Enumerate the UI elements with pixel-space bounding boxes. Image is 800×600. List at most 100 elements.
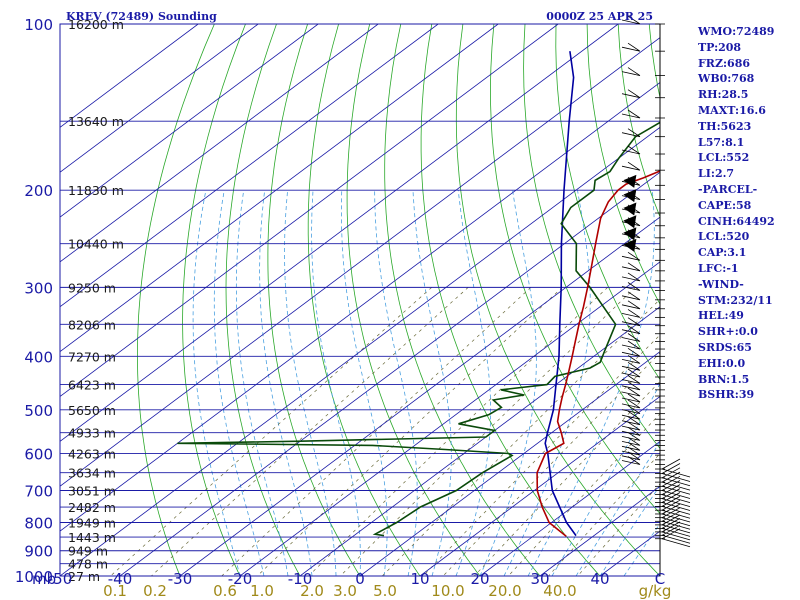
wind-barb	[621, 272, 641, 282]
stat-item: SRDS:65	[698, 340, 752, 354]
height-label: 27 m	[68, 569, 100, 584]
background-grid	[60, 24, 800, 576]
height-label: 7270 m	[68, 349, 116, 364]
stat-item: LCL:552	[698, 151, 750, 165]
mixing-ratio-line	[508, 413, 660, 576]
mixing-ratio-line	[577, 483, 660, 576]
mixing-ratio-label: 5.0	[373, 582, 397, 600]
dry-adiabat	[346, 24, 481, 576]
wind-barb	[621, 333, 641, 342]
moist-adiabat	[192, 190, 241, 576]
wind-barb	[621, 109, 641, 119]
pressure-tick-label: 800	[24, 515, 53, 533]
wind-barb	[661, 528, 691, 548]
isotherm	[60, 126, 660, 576]
wind-pennant	[623, 215, 637, 229]
stat-item: LCL:520	[698, 230, 750, 244]
temperature-tick-label: -30	[168, 570, 193, 588]
wind-barb	[621, 375, 641, 384]
moist-adiabat	[412, 190, 452, 576]
mixing-ratio-line	[340, 287, 636, 576]
temperature-tick-label: 20	[470, 570, 489, 588]
isotherm	[479, 440, 660, 576]
wind-barb	[621, 456, 641, 465]
stat-item: STM:232/11	[698, 293, 773, 307]
pressure-tick-label: 400	[24, 348, 53, 366]
isotherm	[179, 216, 660, 576]
isotherm	[299, 306, 660, 576]
wind-barb	[621, 399, 641, 409]
moist-adiabat	[235, 190, 289, 576]
height-label: 1443 m	[68, 530, 116, 545]
wind-pennant	[623, 202, 637, 216]
pressure-tick-label: 300	[24, 279, 53, 297]
temperature-tick-label: -20	[228, 570, 253, 588]
moist-adiabat	[259, 190, 313, 576]
isotherm	[60, 24, 199, 128]
pressure-tick-label: 900	[24, 543, 53, 561]
wind-barb	[621, 416, 641, 426]
stat-item: CINH:64492	[698, 214, 775, 228]
isotherms	[60, 24, 660, 576]
mixing-ratio-label: 1.0	[250, 582, 274, 600]
isotherm	[60, 24, 619, 442]
height-label: 6423 m	[68, 378, 116, 393]
stat-item: CAPE:58	[698, 198, 752, 212]
isotherm	[60, 24, 559, 398]
pressure-tick-label: 500	[24, 402, 53, 420]
moist-adiabat	[341, 190, 388, 576]
wind-barb	[621, 340, 641, 350]
wind-barb	[621, 89, 641, 99]
parcel-trace	[544, 51, 577, 537]
mixing-ratio-label: g/kg	[639, 582, 672, 600]
height-label: 11830 m	[68, 183, 124, 198]
height-label: 5650 m	[68, 403, 116, 418]
wind-barb	[621, 432, 641, 441]
stat-item: RH:28.5	[698, 88, 749, 102]
wind-barb	[621, 347, 641, 357]
temperature-tick-label: 0	[355, 570, 365, 588]
wind-barb	[621, 300, 641, 310]
height-label: 16200 m	[68, 17, 124, 32]
stat-item: L57:8.1	[698, 135, 745, 149]
mixing-ratio-lines	[110, 287, 660, 576]
stat-item: TP:208	[698, 40, 742, 54]
wind-barb	[621, 67, 641, 76]
temperature-tick-label: -50	[48, 570, 73, 588]
mixing-ratio-label: 20.0	[488, 582, 521, 600]
isotherm	[60, 24, 319, 218]
mixing-ratio-label: 0.1	[103, 582, 127, 600]
mixing-ratio-label: 0.6	[213, 582, 237, 600]
height-label: 8206 m	[68, 317, 116, 332]
isotherm	[239, 261, 660, 576]
pressure-tick-label: 200	[24, 182, 53, 200]
stat-item: -PARCEL-	[698, 182, 758, 196]
pressure-tick-label: 1000	[15, 568, 53, 586]
wind-barb	[621, 446, 641, 456]
dry-adiabat	[773, 24, 800, 576]
height-label: 949 m	[68, 544, 108, 559]
stat-item: EHI:0.0	[698, 356, 746, 370]
temperature-tick-label: -10	[288, 570, 313, 588]
height-label: 1949 m	[68, 516, 116, 531]
mixing-ratio-line	[221, 287, 532, 576]
dewpoint-trace	[177, 121, 660, 537]
moist-adiabat	[479, 190, 537, 576]
wind-barb	[621, 441, 641, 451]
wind-barb	[621, 405, 641, 414]
wind-barb	[621, 410, 641, 420]
wind-barb	[621, 282, 641, 291]
wind-barb	[621, 42, 641, 52]
pressure-tick-label: 600	[24, 446, 53, 464]
wind-barb	[621, 368, 641, 378]
pressure-tick-label: 700	[24, 482, 53, 500]
wind-barb	[621, 361, 641, 371]
temperature-tick-label: 40	[590, 570, 609, 588]
temperature-tick-label: 30	[530, 570, 549, 588]
mixing-ratio-line	[256, 287, 563, 576]
moist-adiabat	[455, 190, 491, 576]
stats-panel: WMO:72489 TP:208 FRZ:686 WB0:768 RH:28.5 MAXT…	[698, 24, 775, 403]
stat-item: WB0:768	[698, 72, 755, 86]
